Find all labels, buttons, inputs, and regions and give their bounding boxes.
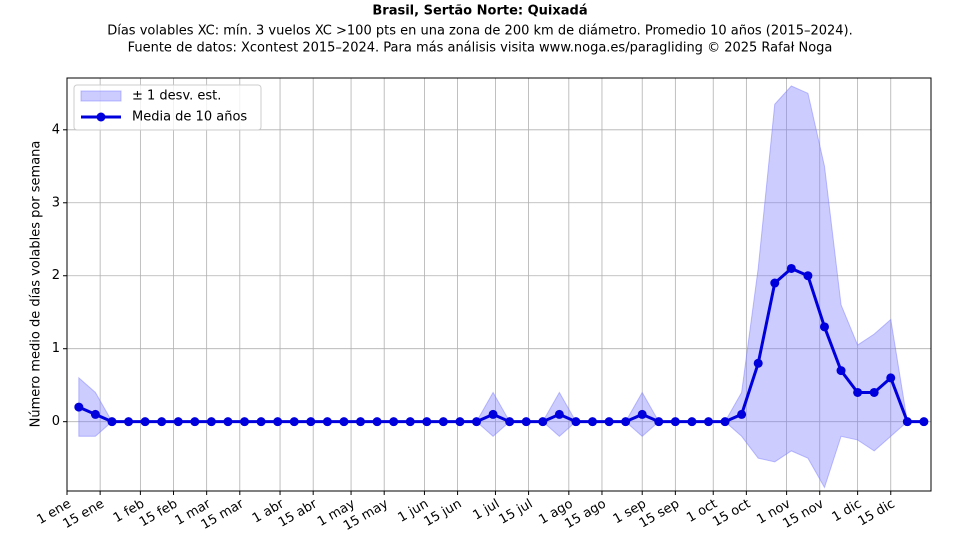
mean-marker	[339, 417, 349, 427]
mean-marker	[505, 417, 515, 427]
mean-marker	[654, 417, 664, 427]
mean-marker	[753, 358, 763, 368]
mean-marker	[90, 409, 100, 419]
mean-marker	[886, 373, 896, 383]
mean-marker	[571, 417, 581, 427]
mean-marker	[140, 417, 150, 427]
mean-marker	[902, 417, 912, 427]
mean-marker	[538, 417, 548, 427]
y-tick-label: 1	[52, 341, 60, 356]
legend-swatch	[96, 112, 106, 122]
x-tick-label: 15 jun	[422, 497, 465, 530]
mean-marker	[273, 417, 283, 427]
x-tick-label: 15 abr	[276, 496, 321, 530]
x-tick-label: 15 oct	[710, 497, 753, 530]
mean-marker	[853, 387, 863, 397]
chart-subtitle: Días volables XC: mín. 3 vuelos XC >100 …	[107, 24, 853, 39]
mean-marker	[803, 271, 813, 281]
mean-marker	[703, 417, 713, 427]
mean-marker	[306, 417, 316, 427]
y-tick-label: 0	[52, 414, 60, 429]
mean-marker	[455, 417, 465, 427]
x-tick-label: 15 dic	[856, 497, 898, 530]
mean-marker	[240, 417, 250, 427]
mean-marker	[173, 417, 183, 427]
mean-marker	[289, 417, 299, 427]
y-tick-label: 2	[52, 268, 60, 283]
mean-marker	[422, 417, 432, 427]
x-tick-label: 15 feb	[137, 497, 180, 531]
mean-marker	[372, 417, 382, 427]
mean-marker	[687, 417, 697, 427]
mean-marker	[124, 417, 134, 427]
mean-marker	[405, 417, 415, 427]
x-tick-label: 1 jul	[471, 497, 503, 524]
mean-marker	[737, 409, 747, 419]
mean-marker	[356, 417, 366, 427]
mean-marker	[256, 417, 266, 427]
mean-marker	[869, 387, 879, 397]
std-band	[78, 85, 924, 489]
y-axis-label: Número medio de días volables por semana	[29, 141, 44, 428]
x-tick-label: 15 jul	[497, 497, 536, 528]
mean-marker	[919, 417, 929, 427]
chart-subtitle: Fuente de datos: Xcontest 2015–2024. Par…	[128, 41, 833, 56]
mean-marker	[190, 417, 200, 427]
mean-line	[78, 266, 924, 424]
mean-marker	[107, 417, 117, 427]
mean-marker	[554, 409, 564, 419]
mean-marker	[322, 417, 332, 427]
mean-marker	[786, 263, 796, 273]
mean-marker	[770, 278, 780, 288]
y-tick-label: 4	[52, 122, 60, 137]
mean-marker	[521, 417, 531, 427]
legend-label: ± 1 desv. est.	[132, 89, 221, 104]
mean-marker	[206, 417, 216, 427]
legend-swatch	[80, 90, 122, 102]
chart-title: Brasil, Sertão Norte: Quixadá	[372, 4, 587, 19]
mean-marker	[670, 417, 680, 427]
mean-marker	[836, 366, 846, 376]
mean-marker	[223, 417, 233, 427]
mean-marker	[604, 417, 614, 427]
mean-marker	[720, 417, 730, 427]
y-tick-label: 3	[52, 195, 60, 210]
mean-marker	[488, 409, 498, 419]
mean-marker	[157, 417, 167, 427]
mean-marker	[588, 417, 598, 427]
mean-marker	[472, 417, 482, 427]
mean-marker	[637, 409, 647, 419]
mean-marker	[74, 402, 84, 412]
legend: ± 1 desv. est. Media de 10 años	[73, 84, 262, 131]
plot-frame	[66, 77, 932, 492]
mean-marker	[819, 322, 829, 332]
mean-marker	[389, 417, 399, 427]
mean-marker	[438, 417, 448, 427]
legend-label: Media de 10 años	[132, 110, 247, 125]
mean-marker	[621, 417, 631, 427]
